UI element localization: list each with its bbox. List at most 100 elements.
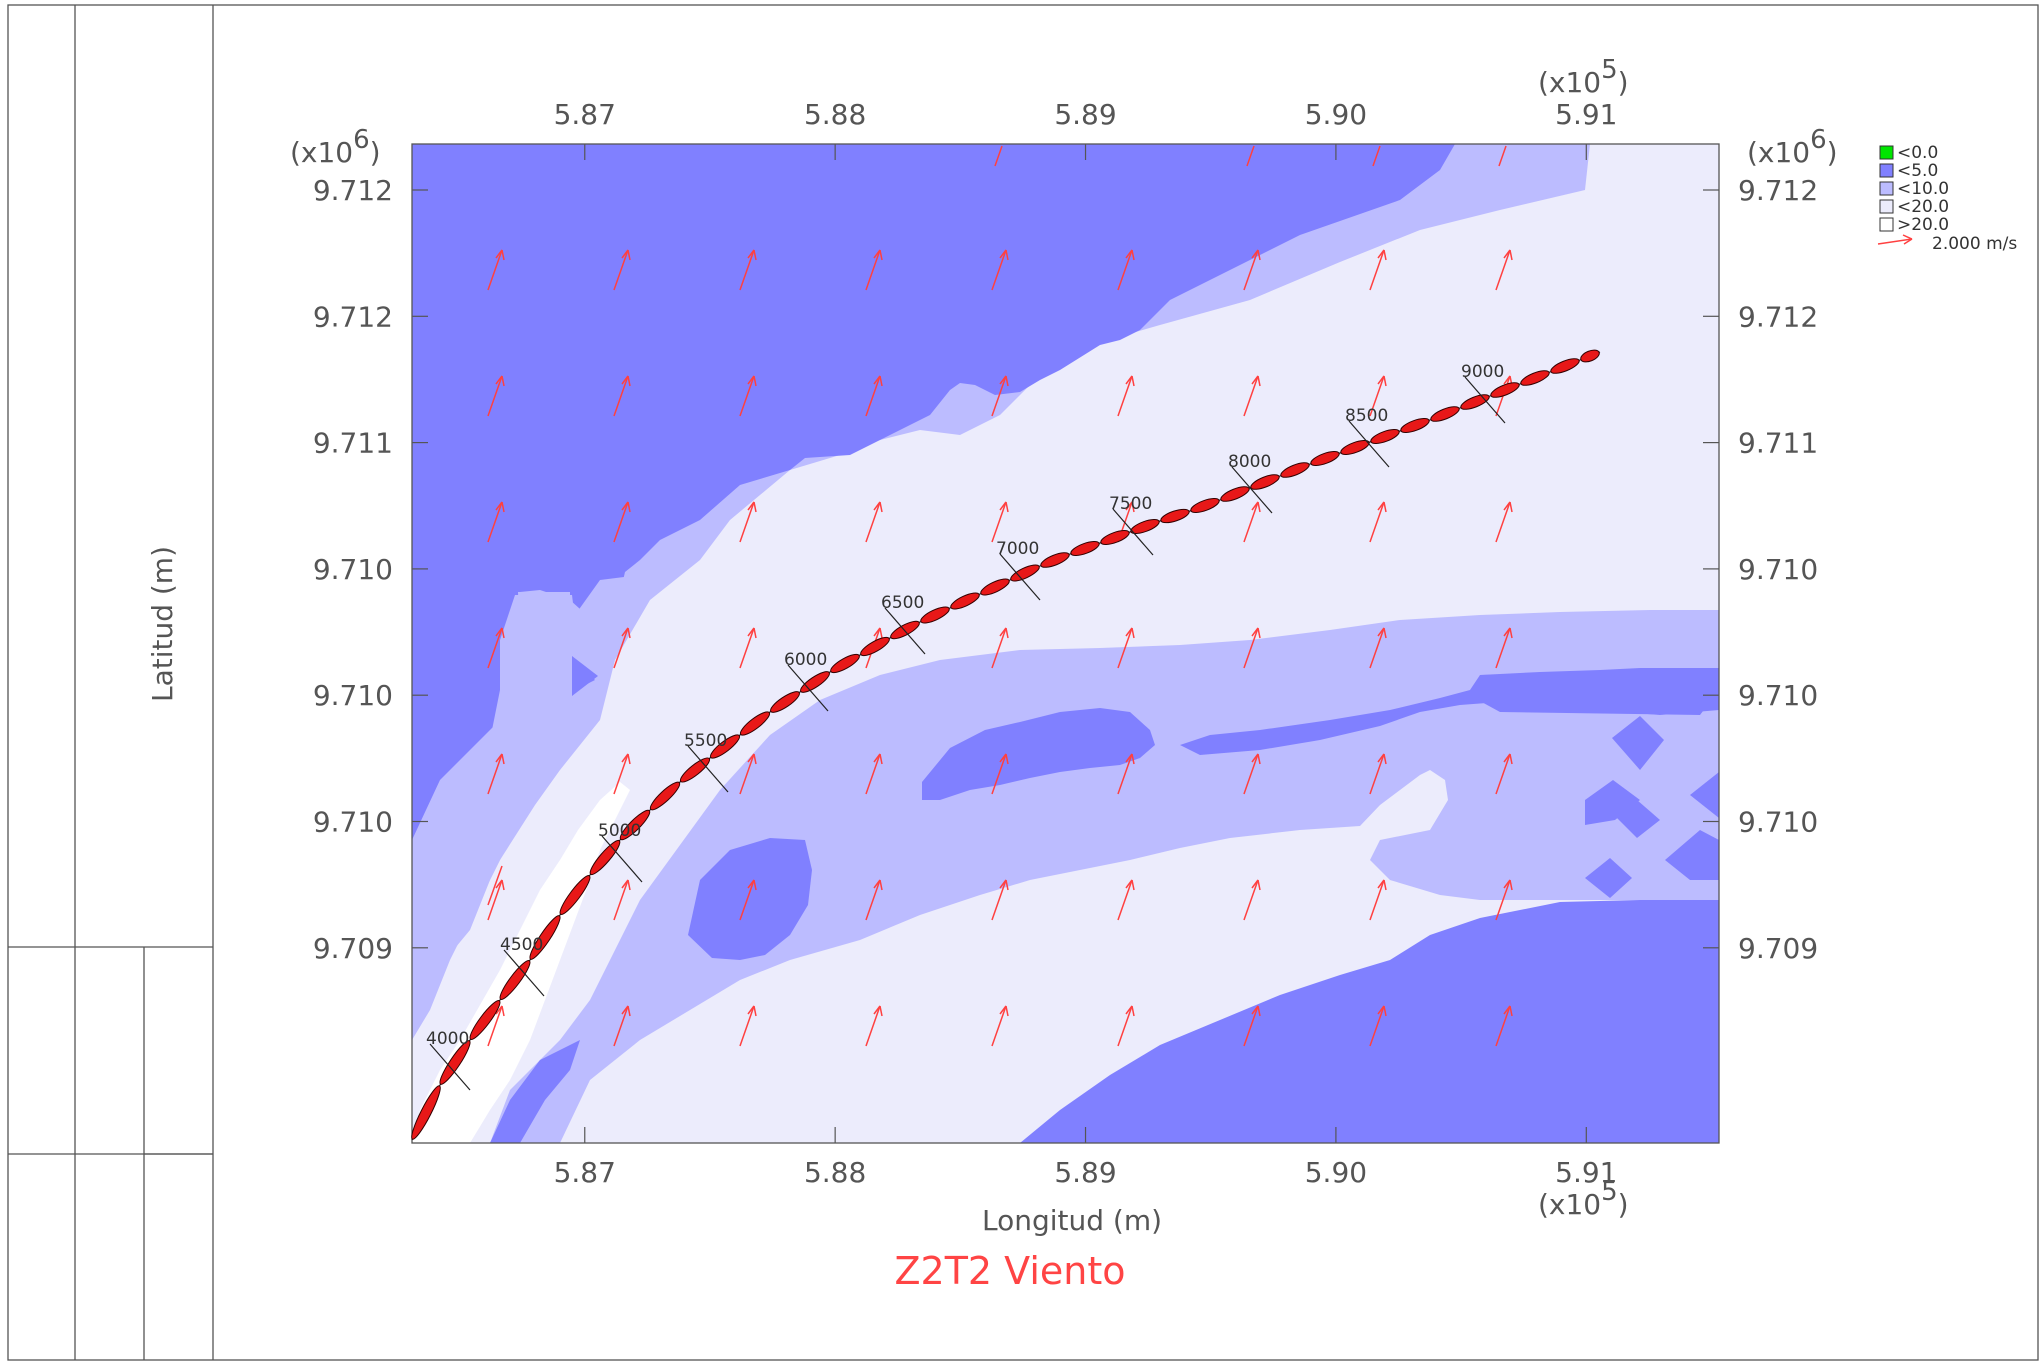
wind-vector-partial: [1372, 145, 1381, 167]
y-tick-labels-right: 9.712 9.712 9.711 9.710 9.710 9.710 9.709: [1738, 174, 1818, 965]
alignment-segment: [1520, 370, 1550, 386]
y-tick-label-right-6: 9.709: [1738, 932, 1818, 965]
alignment-segment: [1070, 541, 1100, 556]
wind-vector: [1369, 879, 1387, 921]
wind-vector: [865, 879, 883, 921]
chainage-tick: [1112, 508, 1154, 556]
wind-vector: [865, 1005, 883, 1047]
chainage-tick: [503, 949, 545, 997]
alignment-segment: [1460, 394, 1490, 410]
wind-vector: [739, 249, 757, 291]
y-tick-label-right-0: 9.712: [1738, 174, 1818, 207]
y-tick-label-left-0: 9.712: [313, 174, 393, 207]
chart-title: Z2T2 Viento: [894, 1249, 1125, 1293]
alignment-segment: [619, 809, 651, 841]
wind-vector: [487, 375, 505, 417]
alignment-segment: [1280, 462, 1310, 478]
chainage-tick: [687, 745, 729, 793]
wind-vector: [991, 753, 1009, 795]
x-tick-label-top-1: 5.88: [804, 98, 866, 131]
alignment-segment: [559, 875, 591, 915]
alignment-segment: [1550, 358, 1580, 374]
y-tick-label-left-5: 9.710: [313, 806, 393, 839]
wind-vector: [1369, 249, 1387, 291]
alignment-segment: [1010, 564, 1040, 582]
alignment-segment: [1400, 418, 1430, 433]
alignment-segment: [1100, 530, 1130, 545]
tick-marks: [412, 144, 1719, 1143]
legend-label-2: <10.0: [1897, 179, 1949, 199]
alignment-segment: [649, 781, 681, 811]
alignment-segment: [1130, 519, 1160, 534]
chainage-tick: [1348, 420, 1390, 468]
wind-vector: [1369, 1005, 1387, 1047]
wind-vector: [1495, 627, 1513, 669]
wind-vector: [739, 1005, 757, 1047]
chainage-tick: [999, 553, 1041, 601]
wind-vector: [1369, 375, 1387, 417]
wind-vector: [487, 249, 505, 291]
x-multiplier-bottom: (x105): [1538, 1177, 1629, 1221]
x-tick-label-bottom-2: 5.89: [1054, 1156, 1116, 1189]
x-tick-label-bottom-4: 5.91: [1555, 1156, 1617, 1189]
wind-vector: [487, 501, 505, 543]
alignment-segment: [830, 653, 860, 674]
legend-vector-label: 2.000 m/s: [1932, 234, 2017, 254]
wind-vector-partial: [1246, 145, 1255, 167]
legend-vector-icon: [1877, 238, 1913, 245]
alignment-segment: [679, 757, 711, 783]
wind-vector: [1495, 501, 1513, 543]
band-lt5-right-stripe-b: [1478, 672, 1719, 715]
wind-vector: [487, 753, 505, 795]
legend-swatch: [1879, 181, 1894, 196]
wind-vector: [1243, 375, 1261, 417]
wind-vector: [1495, 249, 1513, 291]
alignment-segment: [589, 839, 621, 876]
wind-vector: [991, 879, 1009, 921]
band-lt5-diamond-5: [1690, 772, 1719, 818]
chainage-label-8500: 8500: [1345, 406, 1388, 426]
alignment-segment: [1370, 429, 1400, 444]
y-tick-labels-left: 9.712 9.712 9.711 9.710 9.710 9.710 9.709: [313, 174, 393, 965]
x-tick-label-top-4: 5.91: [1555, 98, 1617, 131]
y-axis-label: Latitud (m): [146, 546, 179, 702]
band-lt5-diamond-7: [1695, 670, 1719, 710]
y-tick-label-left-4: 9.710: [313, 679, 393, 712]
wind-vector: [613, 501, 631, 543]
wind-vector: [1243, 753, 1261, 795]
chainage-label-5500: 5500: [684, 731, 727, 751]
legend-swatch: [1879, 217, 1894, 232]
band-lt5-upper: [412, 144, 1455, 880]
legend: <0.0<5.0<10.0<20.0>20.02.000 m/s: [1877, 143, 2017, 254]
band-lt5-diamond-6: [1665, 830, 1719, 880]
wind-vector: [739, 501, 757, 543]
wind-vector: [1117, 627, 1135, 669]
band-lt5-lower: [1020, 900, 1719, 1143]
x-tick-label-top-3: 5.90: [1305, 98, 1367, 131]
wind-vector: [739, 879, 757, 921]
alignment-segment: [1040, 552, 1070, 568]
alignment-segment: [860, 636, 890, 657]
chainage-label-7000: 7000: [996, 539, 1039, 559]
wind-vector: [613, 1005, 631, 1047]
legend-label-0: <0.0: [1897, 143, 1938, 163]
wind-vector-partial: [1498, 145, 1507, 167]
wind-vector: [991, 375, 1009, 417]
x-tick-label-top-2: 5.89: [1054, 98, 1116, 131]
y-tick-label-right-2: 9.711: [1738, 427, 1818, 460]
legend-label-4: >20.0: [1897, 215, 1949, 235]
wind-vector: [487, 1005, 505, 1047]
wind-vector: [487, 627, 505, 669]
x-tick-label-top-0: 5.87: [554, 98, 616, 131]
band-lt5-diamond-4: [1585, 858, 1632, 898]
title-block-frame: [7, 4, 2039, 1361]
wind-vector: [613, 249, 631, 291]
legend-swatch: [1879, 145, 1894, 160]
wind-vector: [487, 879, 505, 921]
x-tick-labels-bottom: 5.87 5.88 5.89 5.90 5.91: [554, 1156, 1618, 1189]
wind-vector: [1495, 879, 1513, 921]
chainage-tick: [884, 607, 926, 655]
chainage-label-4500: 4500: [500, 935, 543, 955]
wind-vector-partial: [994, 145, 1003, 167]
